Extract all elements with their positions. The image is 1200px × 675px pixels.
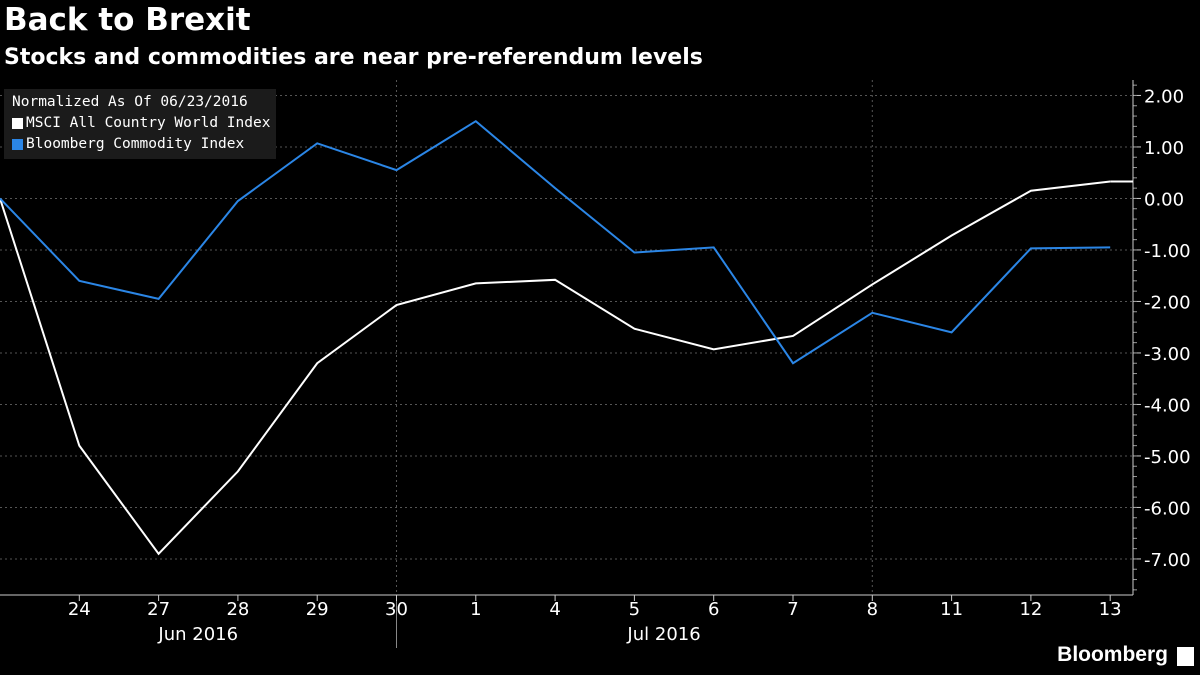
legend-heading-text: Normalized As Of 06/23/2016 bbox=[12, 94, 248, 110]
x-tick-label: 4 bbox=[549, 599, 560, 620]
legend-swatch-bcom bbox=[12, 139, 23, 150]
series-lines bbox=[0, 119, 1133, 556]
y-tick-label: -1.00 bbox=[1144, 241, 1191, 262]
x-tick-label: 28 bbox=[226, 599, 249, 620]
x-tick-label: 6 bbox=[708, 599, 719, 620]
legend-item-bcom: Bloomberg Commodity Index bbox=[12, 134, 276, 155]
axis-labels: 2.00 1.00 0.00 -1.00 -2.00 -3.00 -4.00 -5.00 -6.… bbox=[68, 86, 1191, 645]
y-tick-label: 0.00 bbox=[1144, 189, 1184, 210]
x-tick-label: 5 bbox=[629, 599, 640, 620]
chart-subtitle: Stocks and commodities are near pre-refe… bbox=[4, 45, 703, 70]
y-tick-label: -6.00 bbox=[1144, 498, 1191, 519]
x-tick-label: 30 bbox=[385, 599, 408, 620]
y-tick-label: -3.00 bbox=[1144, 344, 1191, 365]
y-tick-label: 2.00 bbox=[1144, 86, 1184, 107]
month-label: Jul 2016 bbox=[626, 624, 700, 645]
legend: Normalized As Of 06/23/2016 MSCI All Cou… bbox=[4, 89, 276, 159]
bloomberg-logo-text: Bloomberg bbox=[1057, 643, 1168, 666]
legend-heading: Normalized As Of 06/23/2016 bbox=[12, 92, 276, 113]
legend-item-msci: MSCI All Country World Index bbox=[12, 113, 276, 134]
legend-label-msci: MSCI All Country World Index bbox=[26, 115, 271, 131]
x-tick-label: 11 bbox=[940, 599, 963, 620]
x-tick-label: 24 bbox=[68, 599, 91, 620]
chart-title: Back to Brexit bbox=[4, 2, 251, 38]
axes bbox=[0, 80, 1141, 648]
x-tick-label: 8 bbox=[867, 599, 878, 620]
month-label: Jun 2016 bbox=[157, 624, 238, 645]
y-tick-label: 1.00 bbox=[1144, 138, 1184, 159]
x-tick-label: 12 bbox=[1019, 599, 1042, 620]
y-tick-label: -5.00 bbox=[1144, 447, 1191, 468]
x-tick-label: 13 bbox=[1099, 599, 1122, 620]
commodity-series-line bbox=[0, 119, 1111, 365]
legend-swatch-msci bbox=[12, 118, 23, 129]
msci-series-line bbox=[0, 180, 1111, 556]
x-tick-label: 7 bbox=[787, 599, 798, 620]
x-tick-label: 1 bbox=[470, 599, 481, 620]
y-tick-label: -4.00 bbox=[1144, 395, 1191, 416]
legend-label-bcom: Bloomberg Commodity Index bbox=[26, 136, 245, 152]
x-tick-label: 29 bbox=[306, 599, 329, 620]
x-tick-label: 27 bbox=[147, 599, 170, 620]
y-tick-label: -2.00 bbox=[1144, 292, 1191, 313]
bloomberg-logo-icon bbox=[1177, 647, 1194, 666]
y-tick-label: -7.00 bbox=[1144, 550, 1191, 571]
